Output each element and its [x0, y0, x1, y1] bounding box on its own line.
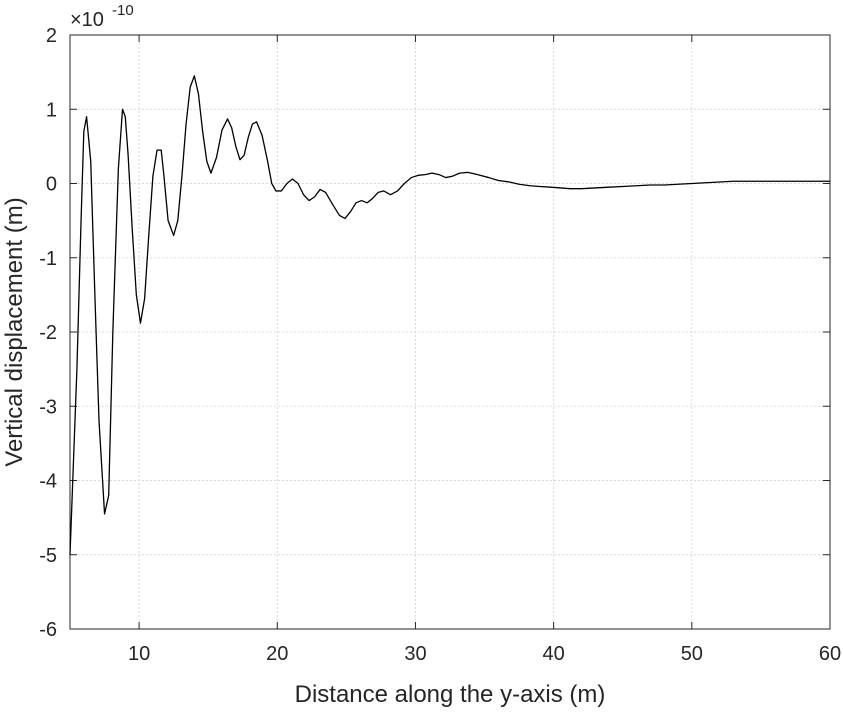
y-exponent-base: ×10: [70, 9, 104, 31]
y-tick-label: -3: [39, 396, 57, 418]
y-tick-label: -4: [39, 471, 57, 493]
y-tick-label: -6: [39, 619, 57, 641]
grid: [70, 35, 830, 629]
y-tick-label: 1: [46, 99, 57, 121]
x-tick-label: 60: [819, 643, 841, 665]
series-line: [69, 75, 830, 555]
x-tick-label: 50: [681, 643, 703, 665]
y-tick-label: 2: [46, 25, 57, 47]
y-exponent-power: -10: [112, 2, 134, 19]
x-tick-label: 10: [128, 643, 150, 665]
y-exponent-label: ×10 -10: [70, 2, 134, 31]
x-axis-label: Distance along the y-axis (m): [295, 681, 606, 708]
x-tick-label: 30: [404, 643, 426, 665]
y-tick-label: -2: [39, 322, 57, 344]
y-axis-label: Vertical displacement (m): [1, 197, 28, 466]
x-tick-label: 20: [266, 643, 288, 665]
x-tick-label: 40: [543, 643, 565, 665]
axis-ticks: 10 20 30 40 50 60 -6 -5 -4 -3 -2 -1 0 1 2: [39, 25, 841, 665]
y-tick-label: 0: [46, 174, 57, 196]
y-tick-label: -5: [39, 545, 57, 567]
y-tick-label: -1: [39, 248, 57, 270]
